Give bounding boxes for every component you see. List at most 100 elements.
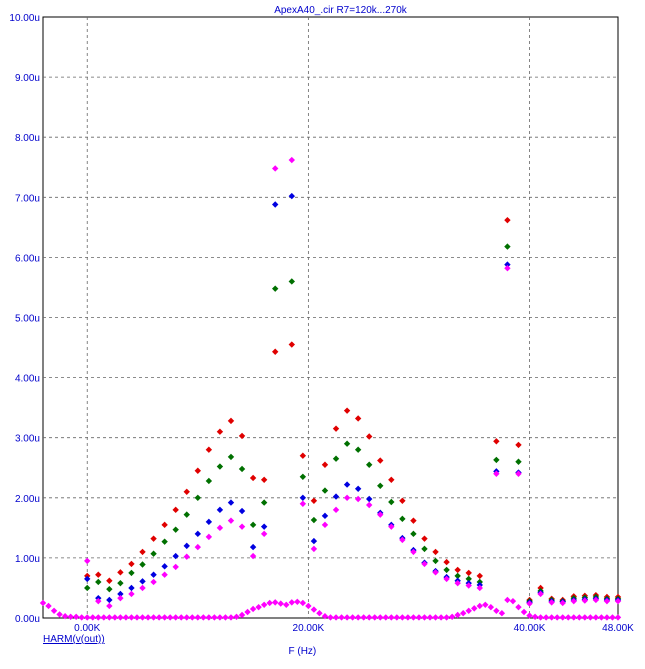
data-point-series-2: [95, 578, 102, 586]
data-point-series-2: [205, 477, 213, 485]
x-tick-label: 20.00K: [293, 623, 325, 634]
data-point-series-2: [84, 584, 91, 592]
data-point-series-5: [67, 613, 74, 620]
data-point-series-4: [493, 470, 500, 477]
data-point-series-1: [216, 428, 224, 435]
y-tick-label: 0.00u: [15, 614, 40, 625]
data-point-series-5: [388, 614, 395, 621]
y-tick-label: 6.00u: [15, 253, 40, 264]
data-point-series-5: [399, 614, 406, 621]
data-point-series-1: [310, 497, 318, 505]
data-point-series-5: [332, 614, 340, 621]
data-point-series-3: [106, 596, 113, 604]
data-point-series-4: [603, 597, 611, 605]
data-point-series-5: [84, 614, 91, 621]
data-point-series-2: [377, 482, 384, 489]
data-point-series-5: [95, 614, 102, 621]
data-point-series-2: [238, 465, 246, 473]
data-point-series-3: [366, 495, 373, 503]
data-point-series-1: [238, 432, 246, 440]
data-point-series-4: [526, 600, 533, 607]
data-point-series-2: [299, 473, 307, 480]
data-point-series-2: [515, 458, 522, 465]
data-point-series-5: [266, 599, 273, 607]
data-point-series-2: [388, 498, 395, 506]
y-axis-label[interactable]: HARM(v(out)): [43, 634, 105, 645]
x-tick-label: 40.00K: [514, 623, 546, 634]
data-point-series-4: [432, 569, 439, 576]
data-point-series-2: [354, 446, 362, 453]
data-point-series-5: [189, 614, 196, 621]
data-point-series-5: [537, 614, 544, 621]
data-point-series-1: [205, 446, 213, 453]
data-point-series-5: [393, 614, 401, 621]
data-point-series-5: [144, 614, 152, 621]
data-point-series-5: [377, 614, 384, 621]
data-point-series-5: [89, 614, 96, 621]
data-point-series-2: [106, 585, 113, 593]
data-point-series-5: [354, 614, 362, 621]
data-point-series-5: [437, 614, 445, 621]
data-point-series-5: [592, 614, 600, 621]
data-point-series-5: [504, 596, 511, 604]
data-point-series-2: [399, 515, 406, 523]
data-point-series-5: [117, 614, 124, 621]
data-point-series-5: [106, 614, 113, 621]
data-point-series-5: [338, 614, 345, 621]
data-point-series-4: [194, 543, 202, 551]
data-point-series-4: [548, 599, 555, 606]
data-point-series-4: [421, 560, 428, 568]
data-point-series-3: [150, 571, 157, 578]
data-point-series-5: [327, 614, 334, 621]
data-point-series-3: [310, 537, 318, 545]
data-point-series-3: [117, 590, 124, 598]
data-point-series-5: [45, 602, 52, 610]
data-point-series-1: [388, 476, 395, 483]
data-point-series-2: [216, 463, 224, 470]
data-point-series-4: [570, 597, 577, 605]
data-point-series-5: [310, 606, 318, 613]
data-point-series-1: [421, 535, 428, 542]
data-point-series-1: [354, 415, 362, 422]
data-point-series-5: [200, 614, 207, 621]
data-point-series-3: [260, 523, 268, 530]
data-point-series-4: [581, 597, 589, 604]
data-point-series-1: [128, 560, 135, 568]
data-point-series-2: [194, 494, 202, 501]
data-point-series-4: [161, 571, 168, 578]
data-point-series-3: [354, 485, 362, 492]
y-tick-label: 2.00u: [15, 494, 40, 505]
data-point-series-5: [454, 611, 461, 619]
data-point-series-4: [476, 584, 483, 592]
data-point-series-5: [570, 614, 577, 621]
data-point-series-2: [128, 569, 135, 577]
data-point-series-5: [487, 603, 495, 611]
data-point-series-4: [260, 530, 268, 538]
data-point-series-1: [476, 572, 483, 580]
data-point-series-2: [504, 243, 511, 250]
data-point-series-4: [559, 599, 566, 607]
data-point-series-4: [592, 596, 600, 604]
data-point-series-1: [432, 548, 439, 556]
data-point-series-3: [238, 507, 246, 515]
data-point-series-5: [576, 614, 583, 621]
data-point-series-2: [410, 530, 417, 538]
data-point-series-1: [227, 417, 235, 425]
data-point-series-5: [272, 599, 279, 606]
data-point-series-4: [465, 582, 472, 589]
y-tick-label: 9.00u: [15, 73, 40, 84]
data-point-series-1: [299, 452, 307, 459]
data-point-series-4: [399, 536, 406, 544]
data-point-series-5: [294, 598, 301, 605]
data-point-series-3: [343, 481, 351, 488]
data-point-series-5: [382, 614, 389, 621]
data-point-series-5: [404, 614, 412, 621]
data-point-series-3: [504, 261, 511, 268]
data-point-series-5: [78, 614, 85, 621]
data-point-series-2: [272, 285, 279, 292]
data-point-series-5: [415, 614, 423, 621]
data-point-series-5: [244, 608, 251, 616]
data-point-series-5: [459, 609, 467, 617]
data-point-series-4: [205, 533, 213, 541]
